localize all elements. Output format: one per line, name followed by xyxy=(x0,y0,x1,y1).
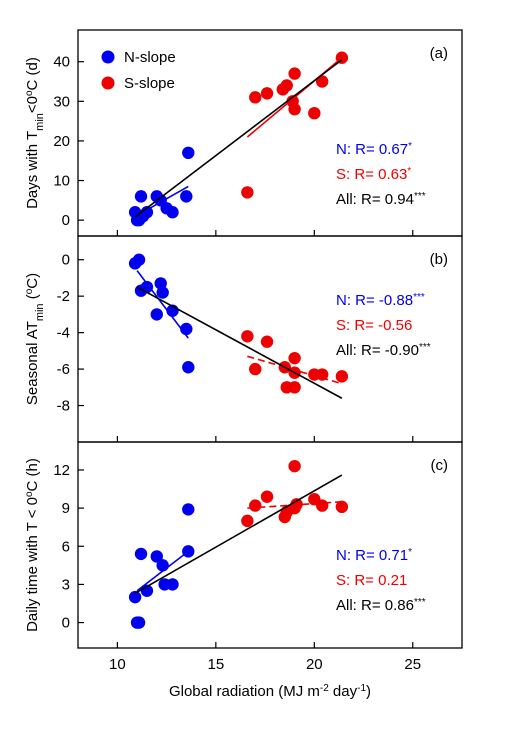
s-slope-point xyxy=(288,459,301,473)
n-slope-point xyxy=(182,361,195,374)
s-fit-line xyxy=(247,500,342,509)
x-axis-label: Global radiation (MJ m-2 day-1) xyxy=(169,683,371,701)
panel-3: 0 3 6 9 12 10 15 20 25 Daily time with T < 0oC (h… xyxy=(24,441,463,673)
stat-n: N: R= -0.88*** xyxy=(336,292,425,310)
n-slope-point xyxy=(132,253,146,266)
all-fit-line xyxy=(134,59,343,218)
y-axis-label: Daily time with T < 0oC (h) xyxy=(24,458,42,632)
s-slope-point xyxy=(260,87,274,100)
y-tick-label: 9 xyxy=(62,500,70,517)
s-slope-point xyxy=(288,67,301,80)
s-slope-point xyxy=(241,514,254,528)
stat-s: S: R= 0.63* xyxy=(336,166,411,184)
s-fit-line xyxy=(247,355,343,385)
n-fit-line xyxy=(136,185,189,217)
legend-marker-n xyxy=(101,50,115,64)
s-slope-point xyxy=(280,79,293,92)
s-slope-point xyxy=(315,75,329,88)
panel-1: 0 10 20 30 40 Days with Tmin<0oC (d) (a) N: R= … xyxy=(24,29,463,237)
stat-all: All: R= 0.86*** xyxy=(336,597,426,615)
y-tick-label: 0 xyxy=(62,615,70,632)
n-fit-line xyxy=(136,270,189,339)
panel-label: (c) xyxy=(431,457,449,474)
s-slope-point xyxy=(260,490,274,503)
stat-n: N: R= 0.67* xyxy=(336,141,412,159)
s-slope-point xyxy=(288,381,301,394)
y-tick-label: -4 xyxy=(57,325,70,342)
legend-label-n: N-slope xyxy=(124,49,176,66)
y-tick-label: -2 xyxy=(57,288,70,305)
s-slope-point xyxy=(308,106,321,120)
panel-2: 0 -2 -4 -6 -8 Seasonal ATmin (oC) (b) N: R= -0.… xyxy=(24,235,463,443)
n-slope-point xyxy=(180,190,193,203)
y-tick-label: -8 xyxy=(57,398,70,415)
n-slope-point xyxy=(182,146,195,160)
s-slope-point xyxy=(288,103,301,116)
y-tick-label: 6 xyxy=(62,538,70,555)
s-slope-point xyxy=(241,186,254,199)
y-axis-label: Days with Tmin<0oC (d) xyxy=(24,57,47,209)
x-tick-label: 25 xyxy=(404,656,421,673)
n-slope-point xyxy=(140,206,154,219)
n-slope-point xyxy=(150,550,163,563)
s-slope-point xyxy=(249,91,262,104)
all-fit-line xyxy=(134,474,343,595)
n-slope-point xyxy=(166,578,179,591)
all-fit-line xyxy=(136,286,343,399)
stat-s: S: R= 0.21 xyxy=(336,572,407,589)
y-tick-label: 10 xyxy=(53,173,70,190)
n-slope-point xyxy=(128,590,142,604)
y-tick-label: 30 xyxy=(53,93,70,110)
n-slope-point xyxy=(134,190,148,203)
n-slope-point xyxy=(134,547,148,561)
y-tick-label: 0 xyxy=(62,252,70,269)
n-slope-point xyxy=(150,308,163,321)
plot-frame xyxy=(77,441,463,649)
legend-marker-s xyxy=(101,76,115,90)
y-axis-label: Seasonal ATmin (oC) xyxy=(24,273,47,405)
n-slope-point xyxy=(156,286,169,299)
s-slope-point xyxy=(315,499,329,512)
n-fit-line xyxy=(136,550,189,592)
stat-s: S: R= -0.56 xyxy=(336,317,412,334)
legend-label-s: S-slope xyxy=(124,75,175,92)
y-tick-label: -6 xyxy=(57,361,70,378)
x-tick-label: 10 xyxy=(109,656,126,673)
panel-label: (b) xyxy=(430,251,448,268)
s-slope-point xyxy=(249,499,262,512)
stat-n: N: R= 0.71* xyxy=(336,547,412,565)
stat-all: All: R= 0.94*** xyxy=(336,191,426,209)
y-tick-label: 3 xyxy=(62,576,70,593)
s-slope-point xyxy=(288,351,301,365)
y-tick-label: 0 xyxy=(62,212,70,229)
s-slope-point xyxy=(335,370,349,383)
panel-label: (a) xyxy=(430,45,448,62)
s-slope-point xyxy=(335,500,349,514)
x-tick-label: 20 xyxy=(306,656,323,673)
n-slope-point xyxy=(156,559,169,572)
n-slope-point xyxy=(182,503,195,516)
stat-all: All: R= -0.90*** xyxy=(336,342,431,360)
s-slope-point xyxy=(260,335,274,348)
s-slope-point xyxy=(241,330,254,343)
s-slope-point xyxy=(249,362,262,376)
n-slope-point xyxy=(132,616,146,629)
x-tick-label: 15 xyxy=(208,656,225,673)
y-tick-label: 40 xyxy=(53,54,70,71)
y-tick-label: 20 xyxy=(53,133,70,150)
n-slope-point xyxy=(166,206,179,219)
y-tick-label: 12 xyxy=(53,462,70,479)
s-slope-point xyxy=(315,368,329,381)
